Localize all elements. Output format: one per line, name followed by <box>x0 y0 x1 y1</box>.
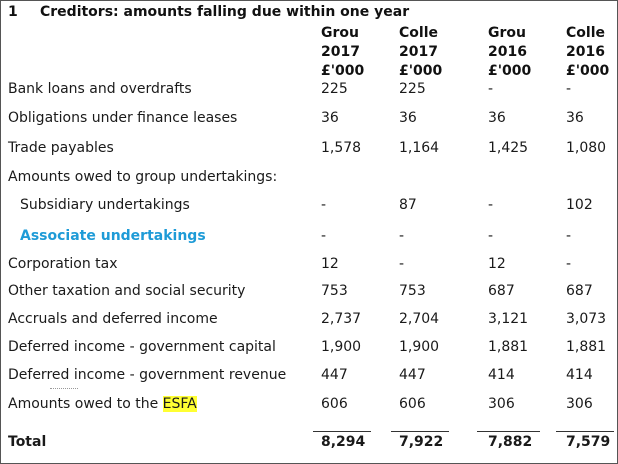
total-rule <box>391 431 449 432</box>
table-cell: - <box>488 228 494 244</box>
header-unit: £'000 <box>321 63 365 79</box>
table-cell: 225 <box>399 81 426 97</box>
row-label: Deferred income - government capital <box>8 339 276 355</box>
table-cell: 12 <box>321 256 339 272</box>
row-label: Bank loans and overdrafts <box>8 81 192 97</box>
row-label: Subsidiary undertakings <box>20 197 190 213</box>
esfa-highlight: ESFA <box>162 396 197 412</box>
table-cell: 414 <box>566 367 593 383</box>
table-cell: 12 <box>488 256 506 272</box>
table-cell: 225 <box>321 81 348 97</box>
table-cell: 1,164 <box>399 140 440 156</box>
row-label-prefix: Amounts owed to the <box>8 396 163 412</box>
table-cell: 687 <box>488 283 515 299</box>
column-header-college-2017: Colle 2017 £'000 <box>399 24 469 81</box>
table-cell: 2,737 <box>321 311 362 327</box>
table-cell: 1,080 <box>566 140 607 156</box>
header-year: 2017 <box>399 44 438 60</box>
table-cell: 306 <box>488 396 515 412</box>
header-unit: £'000 <box>488 63 532 79</box>
table-cell: - <box>488 197 494 213</box>
table-cell: 414 <box>488 367 515 383</box>
table-cell: - <box>321 228 327 244</box>
table-cell: - <box>566 228 572 244</box>
header-entity: Grou <box>321 25 359 41</box>
table-cell: 753 <box>321 283 348 299</box>
table-cell: 3,073 <box>566 311 607 327</box>
table-cell: 102 <box>566 197 593 213</box>
row-label: Accruals and deferred income <box>8 311 218 327</box>
total-cell: 7,922 <box>399 434 444 450</box>
table-cell: 2,704 <box>399 311 440 327</box>
table-cell: 306 <box>566 396 593 412</box>
row-label: Corporation tax <box>8 256 118 272</box>
total-cell: 7,882 <box>488 434 533 450</box>
table-cell: 1,425 <box>488 140 529 156</box>
total-cell: 8,294 <box>321 434 366 450</box>
table-cell: - <box>566 256 572 272</box>
total-rule <box>556 431 614 432</box>
table-cell: 606 <box>321 396 348 412</box>
table-cell: 3,121 <box>488 311 529 327</box>
column-header-college-2016: Colle 2016 £'000 <box>566 24 618 81</box>
row-label: Other taxation and social security <box>8 283 246 299</box>
faint-underline <box>50 388 78 390</box>
total-rule <box>477 431 540 432</box>
table-cell: 1,881 <box>488 339 529 355</box>
row-label: Trade payables <box>8 140 114 156</box>
column-header-group-2016: Grou 2016 £'000 <box>488 24 558 81</box>
table-cell: 1,578 <box>321 140 362 156</box>
row-label: Amounts owed to group undertakings: <box>8 169 278 185</box>
table-cell: - <box>321 197 327 213</box>
table-cell: 36 <box>488 110 506 126</box>
header-year: 2016 <box>488 44 527 60</box>
table-cell: 1,900 <box>321 339 362 355</box>
header-unit: £'000 <box>399 63 443 79</box>
table-cell: 36 <box>399 110 417 126</box>
table-cell: - <box>399 228 405 244</box>
header-entity: Colle <box>566 25 605 41</box>
table-cell: 87 <box>399 197 417 213</box>
row-label: Obligations under finance leases <box>8 110 238 126</box>
associate-undertakings-link[interactable]: Associate undertakings <box>20 228 206 244</box>
table-cell: 447 <box>321 367 348 383</box>
table-cell: 606 <box>399 396 426 412</box>
table-cell: - <box>399 256 405 272</box>
header-year: 2016 <box>566 44 605 60</box>
table-cell: - <box>566 81 572 97</box>
column-header-group-2017: Grou 2017 £'000 <box>321 24 391 81</box>
header-entity: Grou <box>488 25 526 41</box>
total-label: Total <box>8 434 47 450</box>
table-cell: 1,900 <box>399 339 440 355</box>
header-unit: £'000 <box>566 63 610 79</box>
total-cell: 7,579 <box>566 434 611 450</box>
table-cell: 1,881 <box>566 339 607 355</box>
table-cell: - <box>488 81 494 97</box>
section-number: 1 <box>8 4 18 20</box>
header-entity: Colle <box>399 25 438 41</box>
table-cell: 753 <box>399 283 426 299</box>
section-title-text: Creditors: amounts falling due within on… <box>40 4 410 20</box>
row-label: Amounts owed to the ESFA <box>8 396 197 412</box>
row-label: Deferred income - government revenue <box>8 367 287 383</box>
total-rule <box>313 431 371 432</box>
table-cell: 36 <box>321 110 339 126</box>
section-title: 1 Creditors: amounts falling due within o… <box>8 4 409 20</box>
table-cell: 36 <box>566 110 584 126</box>
header-year: 2017 <box>321 44 360 60</box>
table-cell: 687 <box>566 283 593 299</box>
table-cell: 447 <box>399 367 426 383</box>
